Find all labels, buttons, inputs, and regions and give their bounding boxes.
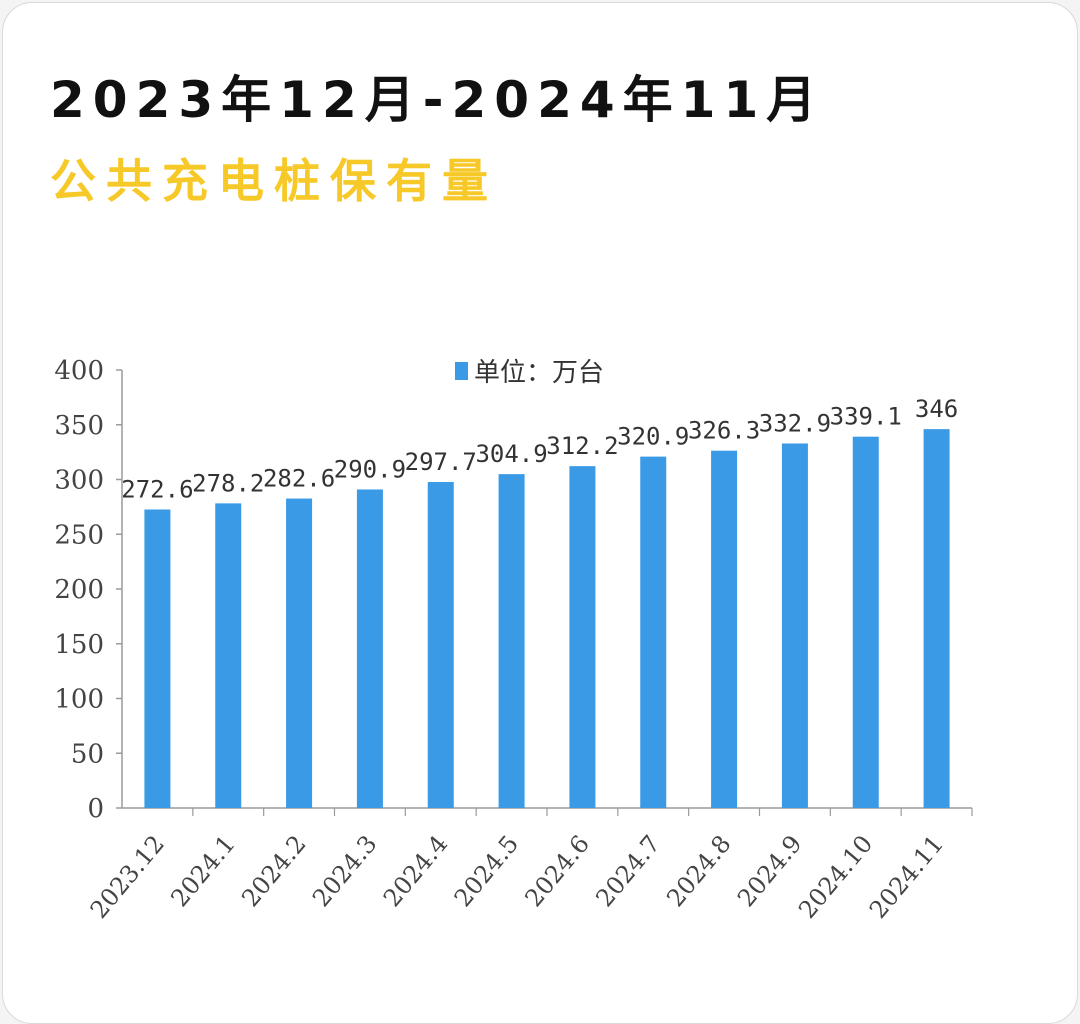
x-tick-label: 2024.2 — [236, 830, 311, 912]
chart-legend: 单位：万台 — [455, 358, 604, 388]
data-label: 278.2 — [192, 469, 264, 497]
data-label: 332.9 — [759, 409, 831, 437]
x-tick-label: 2024.5 — [449, 830, 524, 912]
data-label: 290.9 — [334, 455, 406, 483]
x-tick-label: 2024.10 — [793, 830, 878, 924]
bar — [144, 509, 171, 808]
x-tick-label: 2024.3 — [307, 830, 382, 912]
bar-chart: 单位：万台 272.6278.2282.6290.9297.7304.9312.… — [54, 356, 973, 924]
x-tick-label: 2023.12 — [85, 830, 170, 924]
data-label: 312.2 — [546, 432, 618, 460]
y-tick-label: 300 — [54, 466, 104, 496]
bar — [711, 450, 738, 808]
y-tick-label: 400 — [54, 356, 104, 386]
x-tick-label: 2024.4 — [378, 830, 453, 912]
page-subtitle: 公共充电桩保有量 — [50, 154, 498, 208]
x-tick-label: 2024.8 — [661, 830, 736, 912]
y-tick-label: 50 — [71, 739, 104, 769]
legend-swatch — [455, 362, 468, 380]
x-tick-label: 2024.1 — [165, 830, 240, 912]
data-label: 320.9 — [617, 423, 689, 451]
bar — [781, 443, 808, 808]
legend-label: 单位：万台 — [474, 358, 604, 388]
data-labels: 272.6278.2282.6290.9297.7304.9312.2320.9… — [121, 395, 958, 503]
data-label: 297.7 — [405, 448, 477, 476]
data-label: 339.1 — [830, 403, 902, 431]
data-label: 272.6 — [121, 476, 193, 504]
y-tick-label: 100 — [54, 685, 104, 715]
data-label: 346 — [915, 395, 958, 423]
bar — [286, 498, 313, 808]
bar — [498, 474, 525, 808]
y-axis-labels: 0 50 100 150 200 250 300 350 400 — [54, 356, 104, 824]
y-tick-label: 0 — [87, 794, 104, 824]
bar-series — [144, 429, 950, 808]
y-tick-label: 150 — [54, 630, 104, 660]
bar — [923, 429, 950, 808]
x-tick-label: 2024.6 — [520, 830, 595, 912]
y-tick-label: 250 — [54, 520, 104, 550]
bar — [569, 466, 596, 808]
x-tick-label: 2024.9 — [732, 830, 807, 912]
x-tick-label: 2024.11 — [864, 830, 949, 924]
x-tick-label: 2024.7 — [590, 830, 665, 912]
bar — [640, 456, 667, 808]
bar — [852, 436, 879, 808]
data-label: 304.9 — [475, 440, 547, 468]
bar — [356, 489, 383, 808]
x-axis-labels: 2023.122024.12024.22024.32024.42024.5202… — [85, 830, 949, 924]
data-label: 326.3 — [688, 417, 760, 445]
bar — [427, 482, 454, 808]
chart-axes — [116, 369, 973, 816]
page-title: 2023年12月-2024年11月 — [50, 71, 825, 129]
y-tick-label: 200 — [54, 575, 104, 605]
bar — [215, 503, 242, 808]
data-label: 282.6 — [263, 465, 335, 493]
y-tick-label: 350 — [54, 411, 104, 441]
